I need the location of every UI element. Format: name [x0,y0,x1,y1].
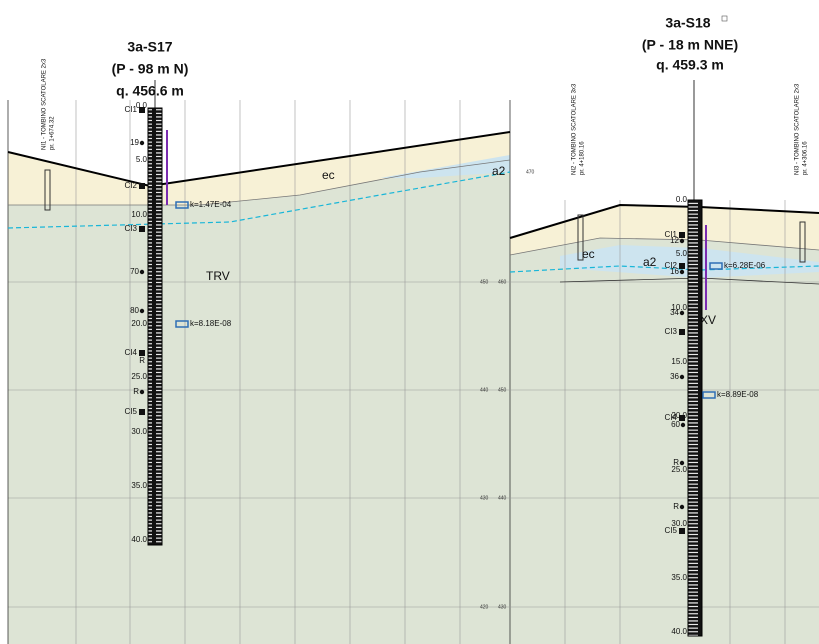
spt-value: 80 [130,306,139,315]
spt-value: 16 [670,267,679,276]
structure-chainage: pr. 4+180.16 [580,141,586,175]
depth: 20.0 [131,319,147,328]
elevation: 450 [480,279,489,285]
spt-value: R [133,387,139,396]
layer: XV [700,313,716,327]
layer: a2 [492,164,506,178]
depth: 35.0 [671,573,687,582]
elevation: 460 [498,279,507,285]
depth: 0.0 [676,195,688,204]
spt-value: R [673,458,679,467]
sample: CI3 [665,327,678,336]
layer: ec [582,247,595,261]
sample: CI1 [125,105,138,114]
depth: 5.0 [676,249,688,258]
sample: CI4 [125,348,138,357]
elevation: 430 [498,604,507,610]
grid [7,100,819,644]
permeability: k=1.47E-04 k=8.18E-08 k=6.28E-06 k=8.89E… [190,200,766,399]
structure-chainage: pr. 4+306.16 [803,141,809,175]
structures: NI1 - TOMBINO SCATOLARE 2x3 pr. 1+674.32… [42,58,809,175]
sample: CI1 [665,230,678,239]
sample: CI5 [665,526,678,535]
elevation: 470 [526,169,535,175]
elevation: 440 [480,387,489,393]
depth: 5.0 [136,155,148,164]
spt-value: 12 [670,236,679,245]
k-value: k=8.18E-08 [190,319,232,328]
spt-value: R [139,356,145,365]
depth-labels: 0.0 5.0 10.0 20.0 25.0 30.0 35.0 40.0 0.… [131,101,687,636]
spt-value: 34 [670,308,679,317]
borehole-position: (P - 98 m N) [112,61,189,77]
depth: 40.0 [671,627,687,636]
depth: 40.0 [131,535,147,544]
spt: 19 70 80 R R 12 16 34 36 60 R R [130,138,686,511]
borehole-elevation: q. 456.6 m [116,83,184,99]
borehole-name: 3a-S18 [665,15,710,31]
spt-value: 19 [130,138,139,147]
depth: 25.0 [671,465,687,474]
sample: CI2 [665,261,678,270]
titles: 3a-S17 (P - 98 m N) q. 456.6 m 3a-S18 (P… [112,15,738,99]
k-value: k=6.28E-06 [724,261,766,270]
depth: 30.0 [671,519,687,528]
layer: a2 [643,255,657,269]
depth: 0.0 [136,101,148,110]
borehole-position: (P - 18 m NNE) [642,37,738,53]
depth: 30.0 [131,427,147,436]
elevation: 420 [480,604,489,610]
structure-name: NI2 - TOMBINO SCATOLARE 3x3 [572,83,578,175]
layer: TRV [206,269,230,283]
borehole-name: 3a-S17 [127,39,172,55]
spt-value: 70 [130,267,139,276]
depth: 10.0 [131,210,147,219]
layer: ec [322,168,335,182]
elevation: 430 [480,495,489,501]
k-value: k=1.47E-04 [190,200,232,209]
depth: 15.0 [671,357,687,366]
depth: 25.0 [131,372,147,381]
depth: 10.0 [671,303,687,312]
sample: CI2 [125,181,138,190]
elevation: 440 [498,495,507,501]
elevation-labels: 470 450 460 440 450 430 440 420 430 [480,169,535,610]
structure-name: NI1 - TOMBINO SCATOLARE 2x3 [42,58,48,150]
boreholes [44,80,806,637]
soil [8,132,819,644]
spt-value: 36 [670,372,679,381]
spt-value: R [673,502,679,511]
layer-labels: ec TRV a2 ec a2 XV [206,164,716,327]
structure-name: NI3 - TOMBINO SCATOLARE 2x3 [795,83,801,175]
samples: CI1 CI2 CI3 CI4 CI5 CI1 CI2 CI3 CI4 CI5 [125,105,685,535]
elevation: 450 [498,387,507,393]
structure-chainage: pr. 1+674.32 [50,116,56,150]
sample: CI4 [665,413,678,422]
sample: CI5 [125,407,138,416]
depth: 35.0 [131,481,147,490]
spt-value: 60 [671,420,680,429]
borehole-elevation: q. 459.3 m [656,57,724,73]
sample: CI3 [125,224,138,233]
k-value: k=8.89E-08 [717,390,759,399]
